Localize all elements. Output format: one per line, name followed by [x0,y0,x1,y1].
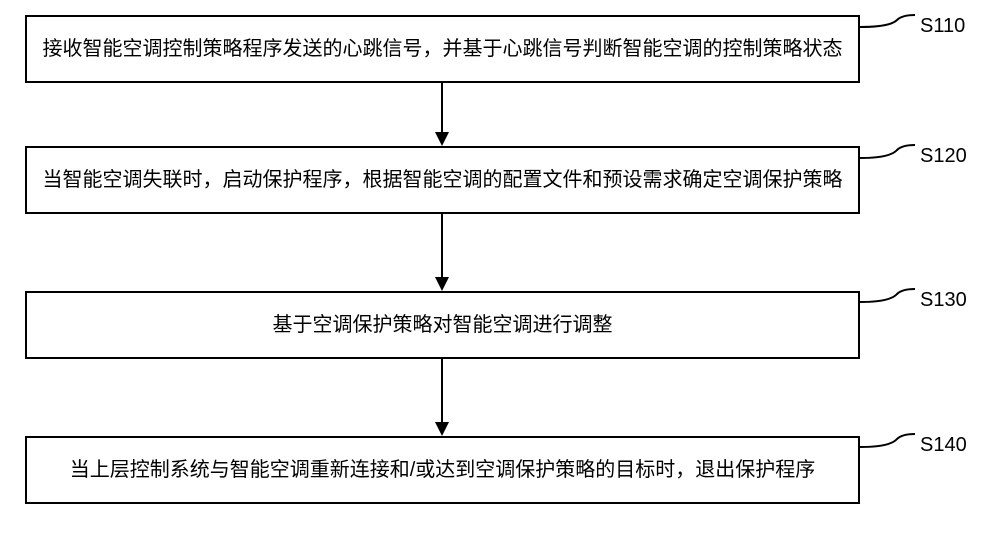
step-text: 基于空调保护策略对智能空调进行调整 [273,310,613,340]
leader-line-s140 [860,429,920,454]
step-text: 当上层控制系统与智能空调重新连接和/或达到空调保护策略的目标时，退出保护程序 [70,455,816,485]
leader-line-s130 [860,284,920,309]
arrow-icon [435,132,449,146]
step-box-s120: 当智能空调失联时，启动保护程序，根据智能空调的配置文件和预设需求确定空调保护策略 [25,146,860,214]
step-box-s130: 基于空调保护策略对智能空调进行调整 [25,291,860,359]
connector-2-3 [441,214,443,277]
leader-line-s120 [860,140,920,165]
step-box-s140: 当上层控制系统与智能空调重新连接和/或达到空调保护策略的目标时，退出保护程序 [25,436,860,504]
arrow-icon [435,422,449,436]
step-label-s120: S120 [920,145,967,168]
step-label-s130: S130 [920,289,967,312]
flowchart-container: 接收智能空调控制策略程序发送的心跳信号，并基于心跳信号判断智能空调的控制策略状态… [25,15,975,525]
step-text: 当智能空调失联时，启动保护程序，根据智能空调的配置文件和预设需求确定空调保护策略 [43,165,843,195]
connector-3-4 [441,359,443,422]
connector-1-2 [441,83,443,132]
leader-line-s110 [860,10,920,35]
step-label-s110: S110 [920,15,965,38]
step-label-s140: S140 [920,434,967,457]
arrow-icon [435,277,449,291]
step-text: 接收智能空调控制策略程序发送的心跳信号，并基于心跳信号判断智能空调的控制策略状态 [43,34,843,64]
step-box-s110: 接收智能空调控制策略程序发送的心跳信号，并基于心跳信号判断智能空调的控制策略状态 [25,15,860,83]
